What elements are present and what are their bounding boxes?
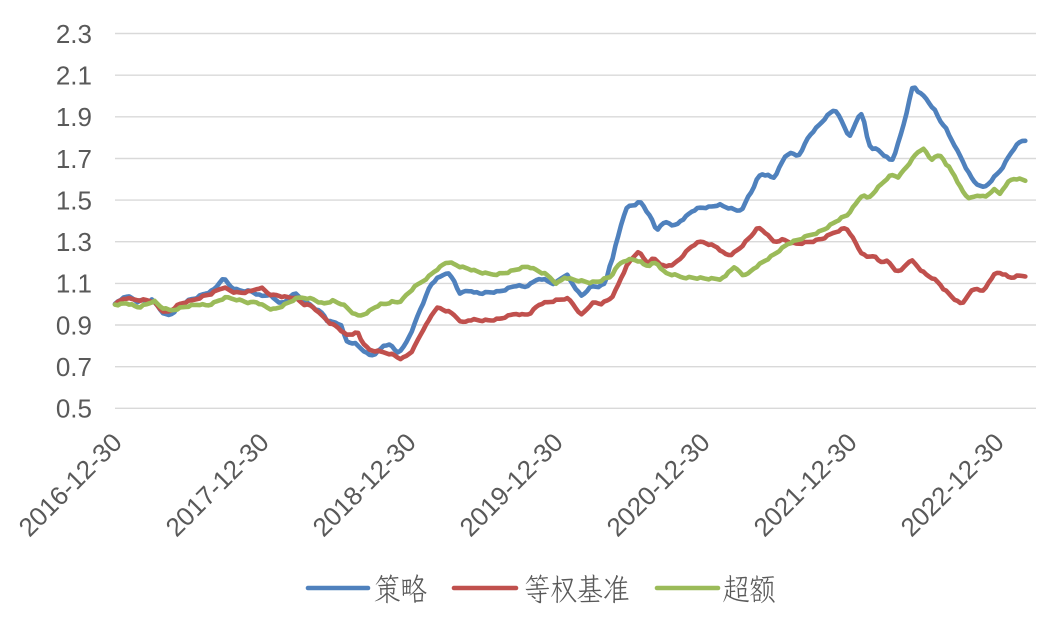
svg-text:0.9: 0.9 <box>56 310 92 340</box>
svg-text:0.7: 0.7 <box>56 352 92 382</box>
svg-text:1.9: 1.9 <box>56 102 92 132</box>
svg-text:1.1: 1.1 <box>56 269 92 299</box>
svg-text:2.3: 2.3 <box>56 19 92 49</box>
svg-text:1.7: 1.7 <box>56 144 92 174</box>
svg-text:1.5: 1.5 <box>56 185 92 215</box>
svg-text:1.3: 1.3 <box>56 227 92 257</box>
svg-text:2.1: 2.1 <box>56 61 92 91</box>
svg-text:0.5: 0.5 <box>56 394 92 424</box>
